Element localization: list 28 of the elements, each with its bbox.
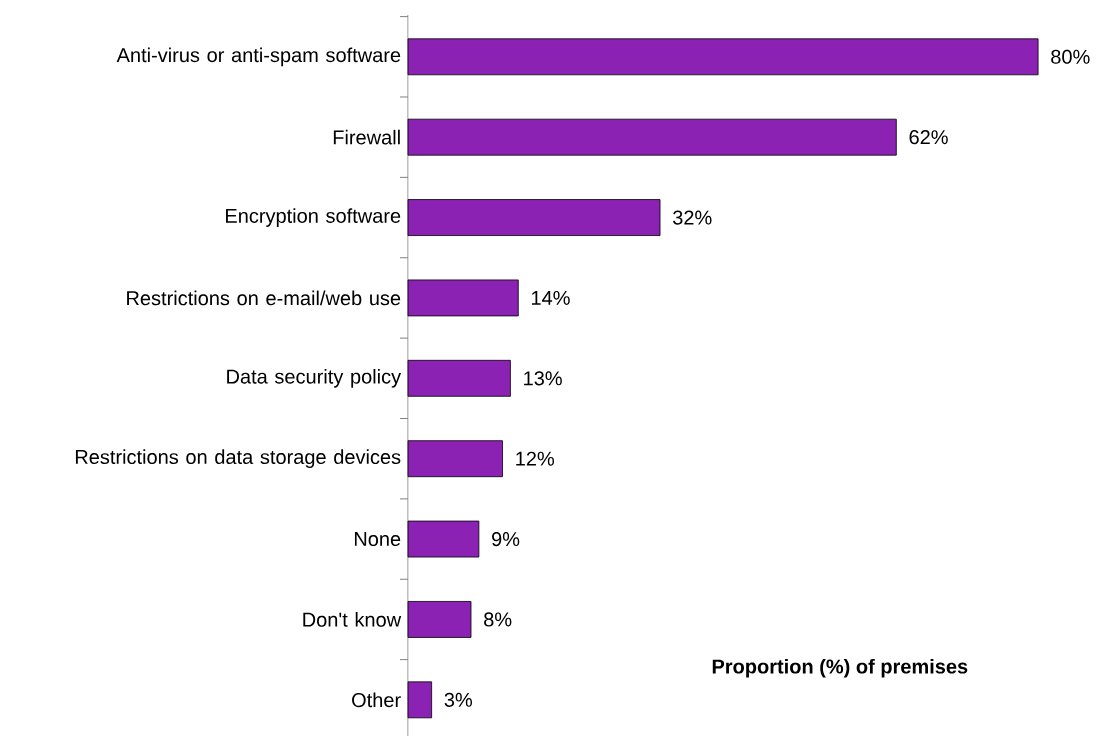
bar [407,118,897,156]
bar [407,520,480,558]
bar [407,359,511,397]
y-tick-label: None [354,531,401,546]
bar [407,279,519,317]
data-label: 14% [531,290,570,305]
data-label: 62% [909,129,948,145]
data-label: 13% [524,371,562,386]
bar [407,681,433,718]
y-tick-label: Restrictions on e-mail/web use [127,290,401,306]
bar [407,198,661,236]
data-label: 12% [516,451,555,466]
y-tick-label: Don't know [303,611,402,627]
bar [407,440,503,477]
data-label: 80% [1051,49,1090,64]
data-label: 3% [444,692,473,707]
y-tick-label: Encryption software [226,208,401,227]
data-label: 8% [484,612,512,627]
bar [407,600,472,638]
x-axis-title: Proportion (%) of premises [712,658,968,678]
data-label: 32% [673,210,712,225]
y-tick-label: Other [352,692,401,707]
y-tick-label: Anti-virus or anti-spam software [116,47,401,66]
y-tick-label: Restrictions on data storage devices [75,449,401,468]
bar [407,38,1039,75]
data-label: 9% [492,531,520,546]
y-tick-label: Firewall [333,129,400,145]
y-tick-label: Data security policy [227,368,402,388]
